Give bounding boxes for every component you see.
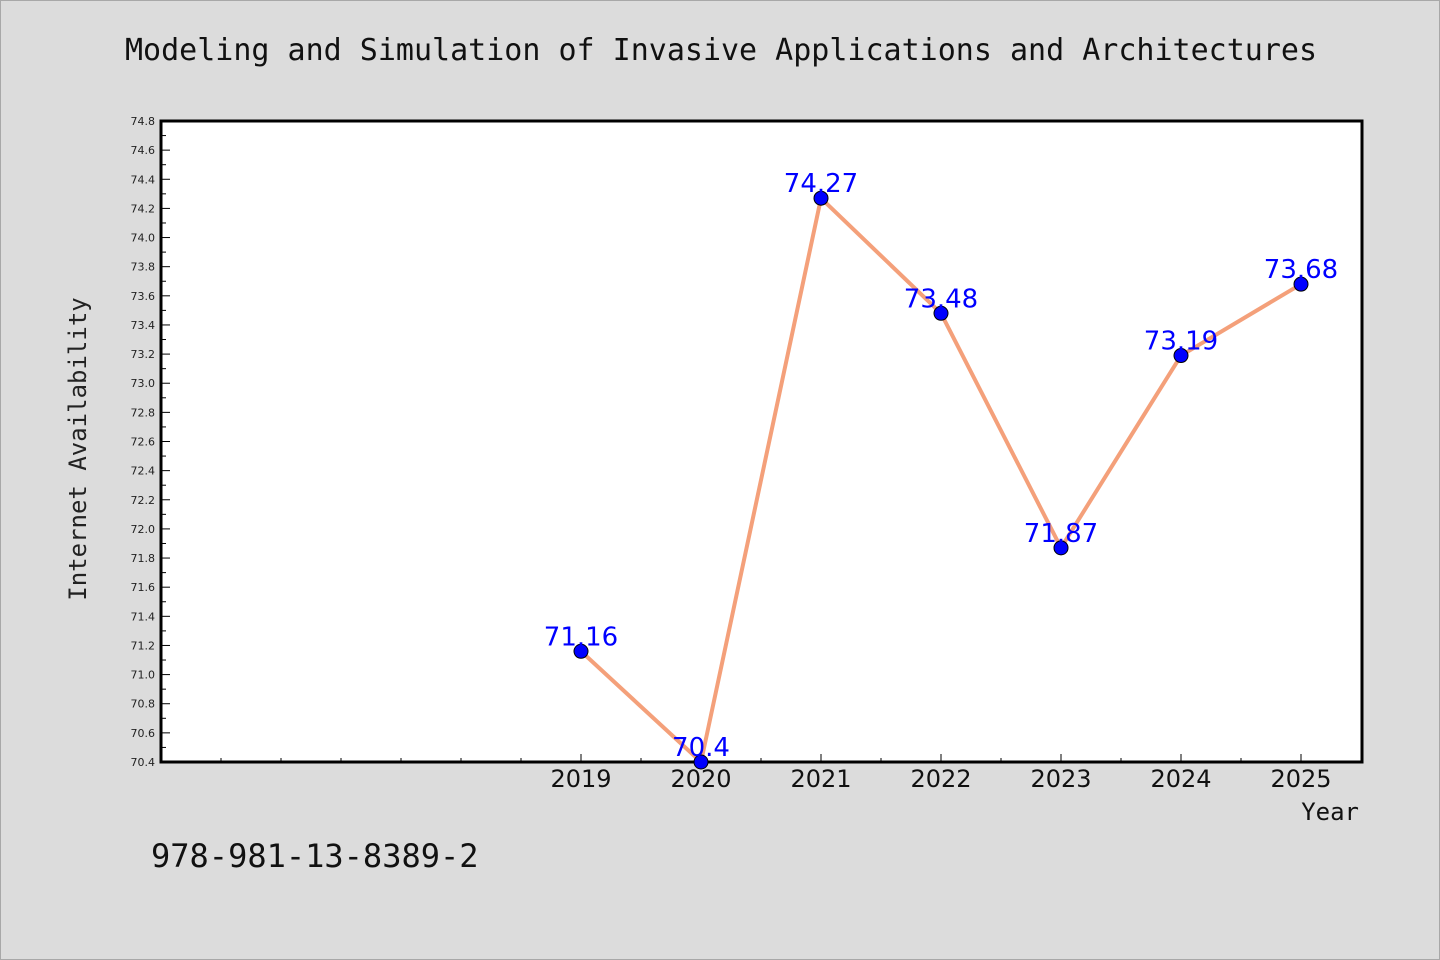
y-tick-label: 73.4 [131, 319, 156, 332]
series-group [573, 190, 1309, 770]
data-point [573, 643, 589, 659]
y-tick-label: 74.2 [131, 202, 156, 215]
y-tick-label: 73.2 [131, 348, 156, 361]
y-tick-label: 71.6 [131, 581, 156, 594]
chart-title: Modeling and Simulation of Invasive Appl… [124, 33, 1318, 68]
y-tick-label: 70.4 [131, 756, 156, 769]
x-tick-label: 2021 [790, 765, 851, 793]
y-tick-label: 73.8 [131, 261, 156, 274]
y-tick-label: 70.8 [131, 698, 156, 711]
x-tick-label: 2025 [1270, 765, 1331, 793]
y-tick-label: 72.4 [131, 465, 156, 478]
data-label: 71.16 [544, 622, 618, 652]
data-label: 73.68 [1264, 255, 1338, 285]
y-axis-ticks: 70.4 70.6 70.8 71.0 71.2 71.4 71.6 71.8 72.0 72.2… [131, 115, 170, 769]
data-point [813, 190, 829, 206]
data-point [933, 305, 949, 321]
x-tick-label: 2020 [670, 765, 731, 793]
y-tick-label: 70.6 [131, 727, 156, 740]
data-labels-group: 71.16 70.4 74.27 73.48 71.87 73.19 73.68 [544, 169, 1338, 763]
data-label: 74.27 [784, 169, 858, 199]
data-point [693, 754, 709, 770]
data-label: 73.48 [904, 284, 978, 314]
data-label: 71.87 [1024, 519, 1098, 549]
x-tick-label: 2022 [910, 765, 971, 793]
y-tick-label: 71.4 [131, 610, 156, 623]
plot-area [159, 119, 1364, 764]
data-label: 73.19 [1144, 327, 1218, 357]
y-tick-label: 74.4 [131, 173, 156, 186]
x-tick-label: 2023 [1030, 765, 1091, 793]
isbn-footnote: 978-981-13-8389-2 [151, 837, 479, 875]
y-tick-label: 71.0 [131, 669, 156, 682]
data-point [1293, 276, 1309, 292]
y-tick-label: 72.6 [131, 436, 156, 449]
x-tick-label: 2019 [550, 765, 611, 793]
y-tick-label: 73.0 [131, 377, 156, 390]
data-point [1173, 348, 1189, 364]
y-tick-label: 72.2 [131, 494, 156, 507]
x-axis-label: Year [1301, 798, 1359, 826]
y-tick-label: 74.6 [131, 144, 156, 157]
y-tick-label: 73.6 [131, 290, 156, 303]
data-point [1053, 540, 1069, 556]
y-tick-label: 71.8 [131, 552, 156, 565]
y-tick-label: 72.8 [131, 406, 156, 419]
x-axis-ticks: 2019 2020 2021 2022 2023 2024 2025 [220, 754, 1332, 793]
data-label: 70.4 [672, 733, 730, 763]
y-tick-label: 72.0 [131, 523, 156, 536]
x-tick-label: 2024 [1150, 765, 1211, 793]
y-tick-label: 74.8 [131, 115, 156, 128]
y-tick-label: 74.0 [131, 232, 156, 245]
y-tick-label: 71.2 [131, 639, 156, 652]
